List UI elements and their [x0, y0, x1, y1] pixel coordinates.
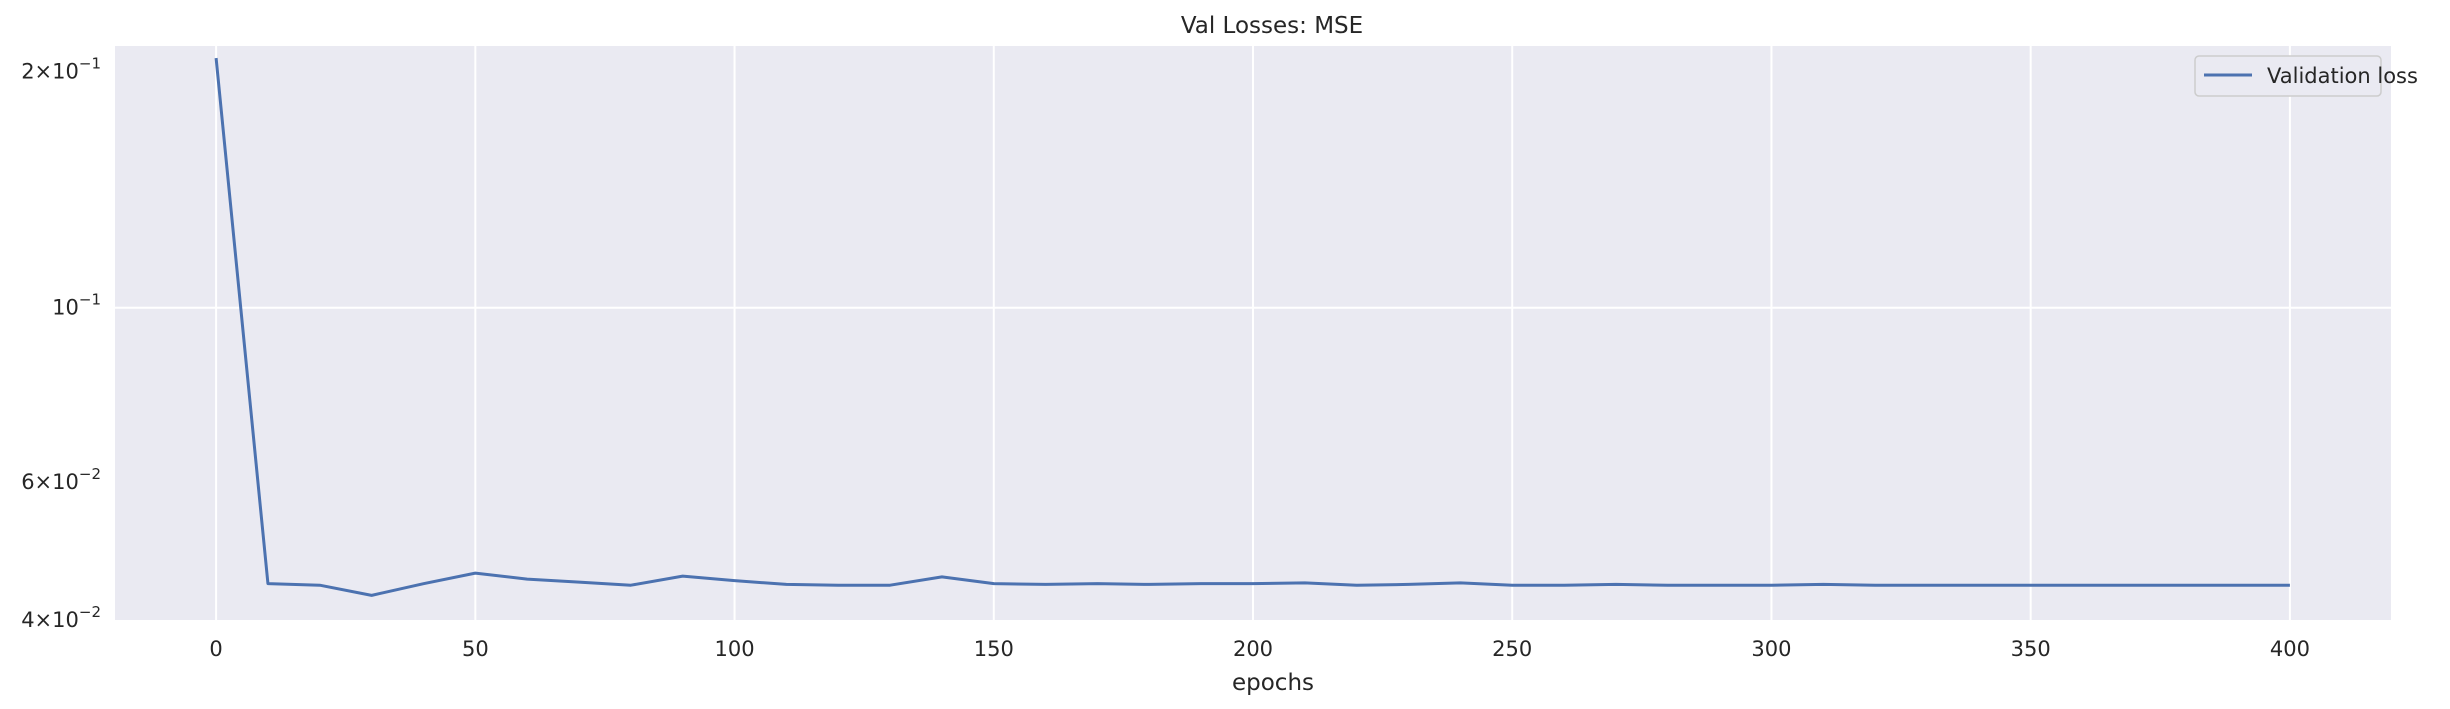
- x-axis-ticks: 0 50 100 150 200 250 300 350 400: [209, 637, 2310, 661]
- y-tick-label: 2×10−1: [21, 54, 101, 83]
- y-tick-label: 4×10−2: [21, 603, 101, 632]
- x-tick-label: 300: [1751, 637, 1791, 661]
- grid-lines: [115, 46, 2391, 620]
- y-tick-label: 6×10−2: [21, 465, 101, 494]
- legend-label-validation-loss: Validation loss: [2267, 64, 2418, 88]
- y-axis-ticks: 2×10−1 10−1 6×10−2 4×10−2: [21, 54, 101, 632]
- series-line-validation-loss: [214, 57, 2290, 597]
- x-tick-label: 100: [715, 637, 755, 661]
- x-tick-label: 150: [974, 637, 1014, 661]
- chart-title: Val Losses: MSE: [1181, 13, 1363, 39]
- x-axis-label: epochs: [1232, 670, 1314, 696]
- x-tick-label: 400: [2270, 637, 2310, 661]
- legend: Validation loss: [2194, 55, 2418, 97]
- y-tick-label: 10−1: [52, 291, 101, 320]
- series-layer: [214, 57, 2290, 597]
- x-tick-label: 250: [1492, 637, 1532, 661]
- legend-box: [2194, 55, 2382, 97]
- x-tick-label: 0: [209, 637, 222, 661]
- x-tick-label: 350: [2011, 637, 2051, 661]
- x-tick-label: 50: [462, 637, 489, 661]
- x-tick-label: 200: [1233, 637, 1273, 661]
